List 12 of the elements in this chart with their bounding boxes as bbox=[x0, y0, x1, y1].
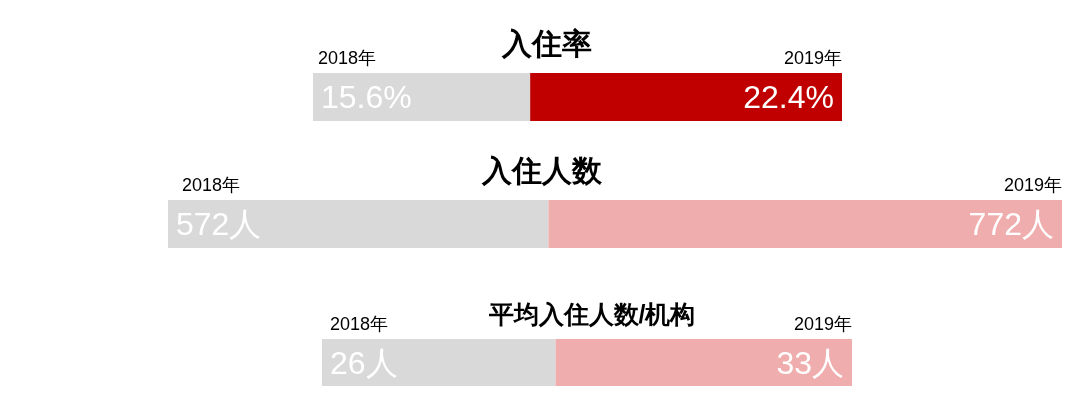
chart-title: 入住率 bbox=[501, 26, 592, 60]
series-label: 2018年 bbox=[318, 48, 377, 68]
data-label: 33人 bbox=[776, 344, 844, 381]
series-label: 2019年 bbox=[1003, 175, 1062, 195]
series-label: 2018年 bbox=[182, 175, 241, 195]
data-label: 22.4% bbox=[743, 79, 834, 115]
chart-title: 入住人数 bbox=[481, 153, 603, 187]
chart-title: 平均入住人数/机构 bbox=[487, 299, 696, 328]
data-label: 772人 bbox=[968, 206, 1054, 242]
series-label: 2019年 bbox=[783, 48, 842, 68]
series-label: 2018年 bbox=[330, 314, 389, 334]
series-label: 2019年 bbox=[793, 314, 852, 334]
